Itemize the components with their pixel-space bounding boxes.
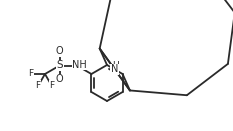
Text: H: H (112, 61, 119, 70)
Text: F: F (35, 81, 41, 90)
Text: F: F (28, 69, 34, 78)
Text: O: O (56, 75, 64, 84)
Text: S: S (56, 61, 63, 70)
Text: NH: NH (72, 59, 87, 70)
Text: N: N (111, 64, 119, 75)
Text: F: F (49, 81, 55, 90)
Text: O: O (56, 47, 64, 56)
